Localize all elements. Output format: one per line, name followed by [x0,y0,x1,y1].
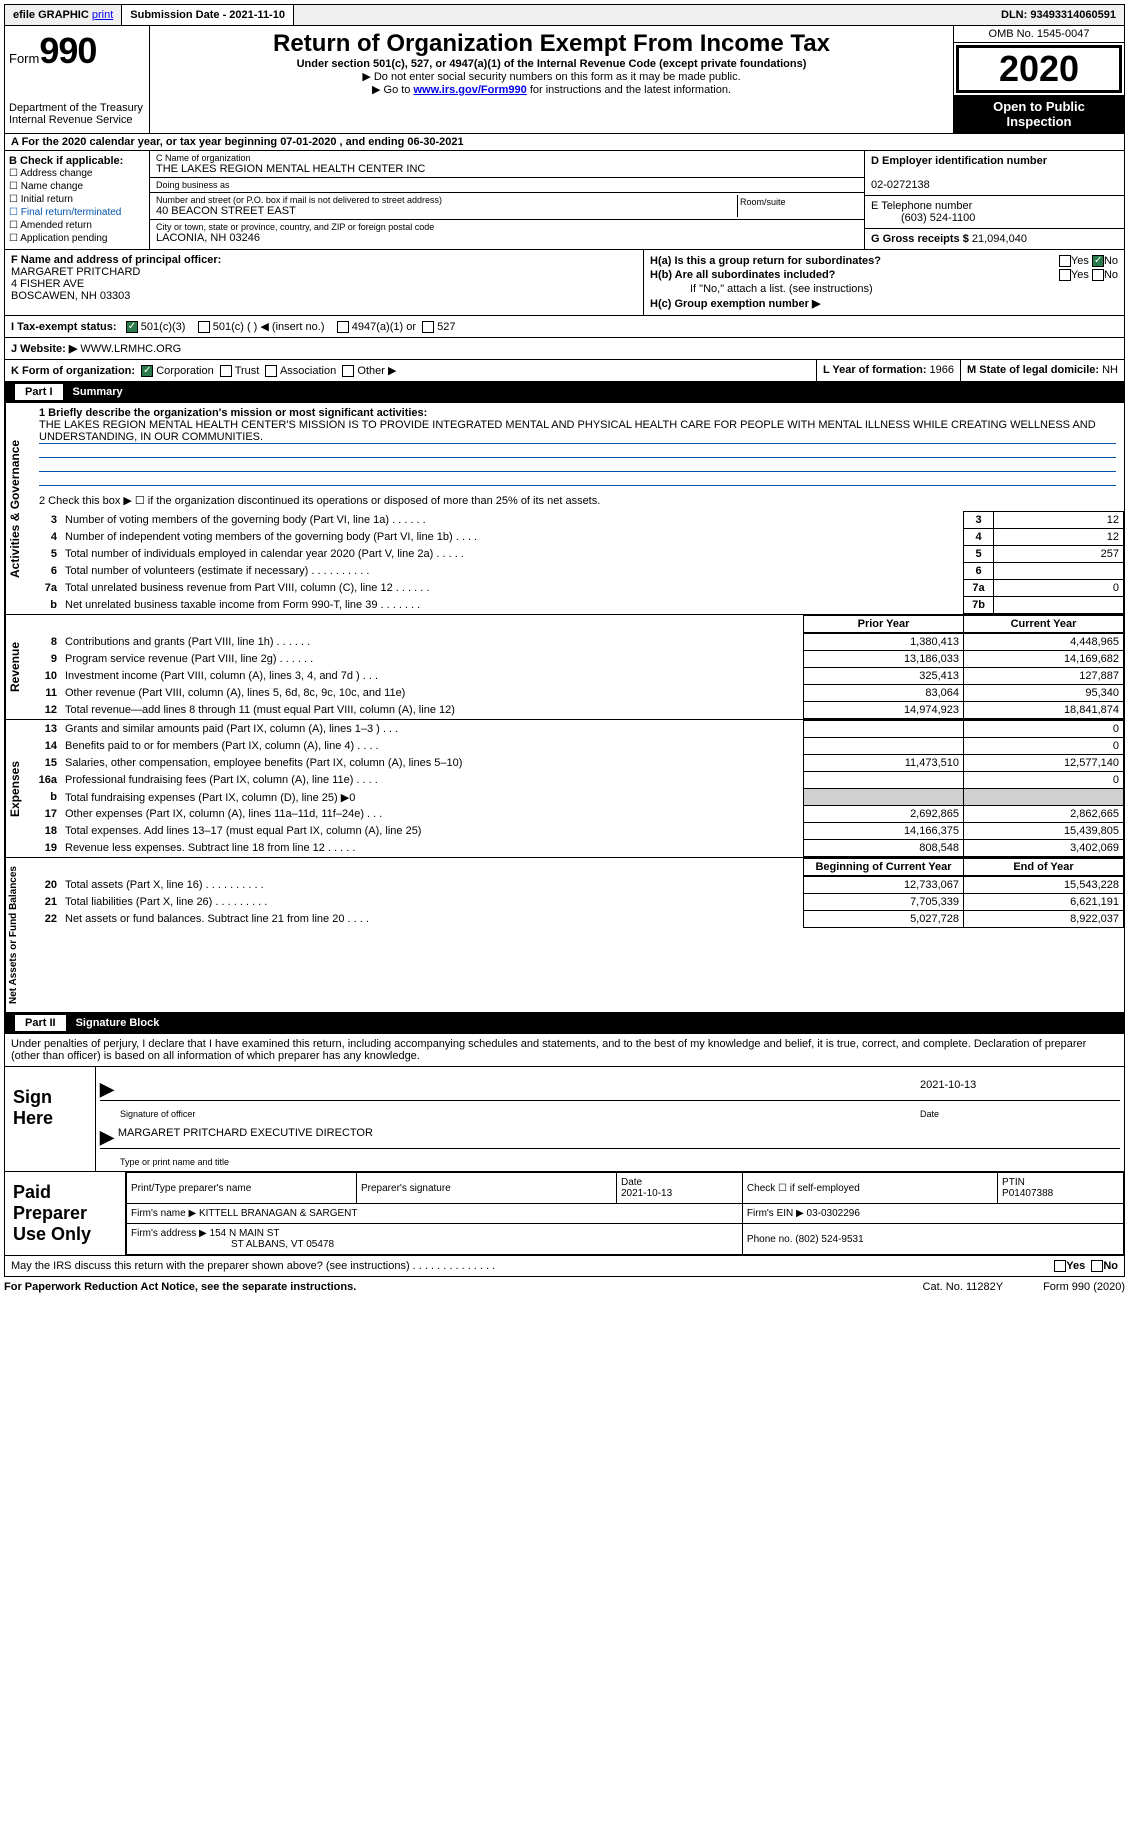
block-h: H(a) Is this a group return for subordin… [644,250,1124,315]
row-a-period: A For the 2020 calendar year, or tax yea… [4,134,1125,151]
tax-year: 2020 [956,45,1122,93]
submission-date: Submission Date - 2021-11-10 [122,5,294,25]
open-public: Open to PublicInspection [954,95,1124,133]
efile-label: efile GRAPHIC print [5,5,122,25]
part-1-header: Part ISummary [4,382,1125,403]
irs-link[interactable]: www.irs.gov/Form990 [413,84,526,96]
block-c: C Name of organization THE LAKES REGION … [150,151,864,249]
declaration-text: Under penalties of perjury, I declare th… [4,1034,1125,1067]
revenue-section: Prior Year Current Year 8Contributions a… [31,615,1124,719]
dept-label: Department of the Treasury [9,102,145,114]
omb-no: OMB No. 1545-0047 [954,26,1124,43]
side-governance: Activities & Governance [5,403,31,614]
part-2-header: Part IISignature Block [4,1013,1125,1034]
instr-1: ▶ Do not enter social security numbers o… [154,70,949,83]
irs-discuss-row: May the IRS discuss this return with the… [4,1256,1125,1277]
form-header: Form990 Department of the Treasury Inter… [4,26,1125,134]
row-j: J Website: ▶ WWW.LRMHC.ORG [4,338,1125,360]
preparer-label: PaidPreparerUse Only [5,1172,125,1255]
sign-here-label: SignHere [5,1067,95,1171]
form-title: Return of Organization Exempt From Incom… [154,30,949,58]
governance-section: 1 Briefly describe the organization's mi… [31,403,1124,614]
print-link[interactable]: print [92,9,113,21]
dln: DLN: 93493314060591 [993,5,1124,25]
block-d: D Employer identification number 02-0272… [864,151,1124,249]
block-f: F Name and address of principal officer:… [5,250,644,315]
block-b: B Check if applicable: ☐ Address change … [5,151,150,249]
irs-label: Internal Revenue Service [9,114,145,126]
sign-here-body: ▶ 2021-10-13 Signature of officer Date ▶… [95,1067,1124,1171]
footer: For Paperwork Reduction Act Notice, see … [4,1277,1125,1297]
side-net-assets: Net Assets or Fund Balances [5,858,31,1012]
side-expenses: Expenses [5,720,31,857]
net-assets-section: Beginning of Current Year End of Year 20… [31,858,1124,1012]
top-bar: efile GRAPHIC print Submission Date - 20… [4,4,1125,26]
expenses-section: 13Grants and similar amounts paid (Part … [31,720,1124,857]
instr-2: ▶ Go to www.irs.gov/Form990 for instruct… [154,83,949,96]
row-i: I Tax-exempt status: 501(c)(3) 501(c) ( … [4,316,1125,338]
form-label: Form990 [9,51,96,66]
form-subtitle: Under section 501(c), 527, or 4947(a)(1)… [154,58,949,70]
row-klm: K Form of organization: Corporation Trus… [4,360,1125,382]
preparer-body: Print/Type preparer's name Preparer's si… [125,1172,1124,1255]
side-revenue: Revenue [5,615,31,719]
